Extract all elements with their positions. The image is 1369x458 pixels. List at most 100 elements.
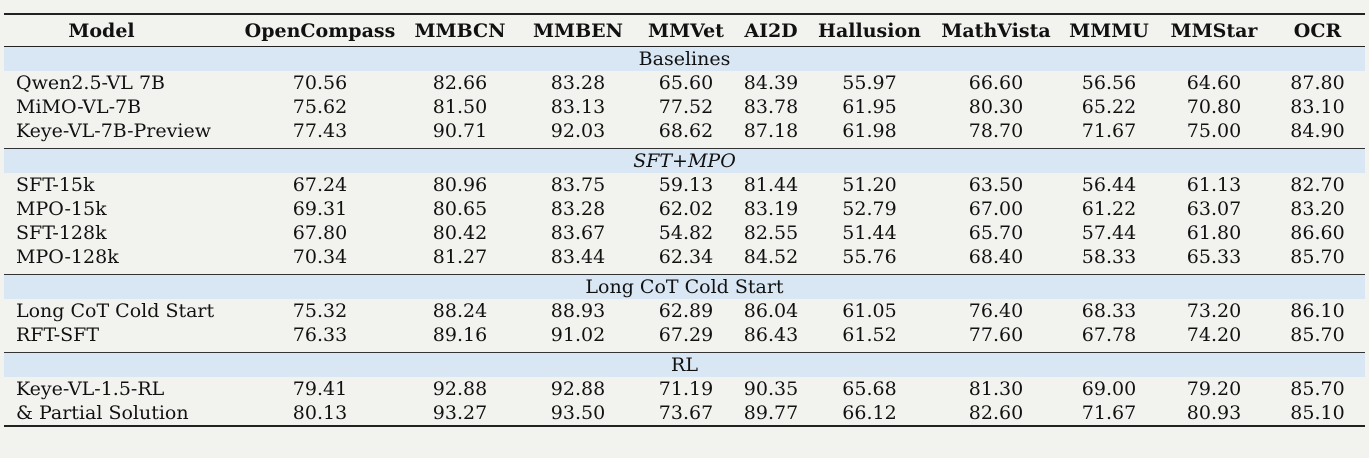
- score-cell: 65.70: [968, 222, 1024, 244]
- score-cell: 89.16: [432, 324, 488, 346]
- score-cell: 85.70: [1290, 324, 1345, 346]
- section-spacer: [4, 269, 1365, 275]
- section-title: Long CoT Cold Start: [4, 274, 1365, 299]
- score-cell: 61.95: [842, 96, 897, 118]
- score-cell: 58.33: [1081, 246, 1137, 268]
- section-header-row: Baselines: [4, 46, 1365, 71]
- score-cell: 86.60: [1290, 222, 1345, 244]
- section-header-row: RL: [4, 352, 1365, 377]
- score-cell: 80.30: [968, 96, 1024, 118]
- table-row: MiMO-VL-7B 75.62 81.50 83.13 77.52 83.78 61.95…: [4, 95, 1365, 119]
- score-cell: 56.56: [1081, 72, 1137, 94]
- score-cell: 61.22: [1081, 198, 1137, 220]
- score-cell: 77.43: [292, 120, 348, 142]
- score-cell: 75.32: [292, 300, 348, 322]
- score-cell: 85.10: [1270, 401, 1365, 427]
- score-cell: 65.68: [842, 378, 897, 400]
- score-cell: 62.02: [658, 198, 714, 220]
- score-cell: 70.80: [1186, 96, 1242, 118]
- score-cell: 63.50: [968, 174, 1024, 196]
- score-cell: 71.19: [658, 378, 714, 400]
- section-title: Baselines: [4, 46, 1365, 71]
- score-cell: 51.20: [842, 174, 897, 196]
- score-cell: 79.20: [1186, 378, 1242, 400]
- table-row: SFT-15k 67.24 80.96 83.75 59.13 81.44 51.20 63.…: [4, 173, 1365, 197]
- model-name-cell: Long CoT Cold Start: [16, 300, 215, 322]
- score-cell: 83.28: [550, 198, 606, 220]
- score-cell: 83.13: [550, 96, 606, 118]
- score-cell: 80.13: [239, 401, 401, 427]
- score-cell: 55.76: [842, 246, 897, 268]
- model-name-cell: MPO-15k: [16, 198, 107, 220]
- score-cell: 69.00: [1081, 378, 1137, 400]
- table-row: Keye-VL-1.5-RL 79.41 92.88 92.88 71.19 90.35 6…: [4, 377, 1365, 401]
- score-cell: 83.10: [1290, 96, 1345, 118]
- model-name-cell: Keye-VL-1.5-RL: [16, 378, 165, 400]
- score-cell: 82.70: [1290, 174, 1345, 196]
- score-cell: 93.27: [401, 401, 519, 427]
- table-row: Long CoT Cold Start 75.32 88.24 88.93 62.89 8…: [4, 299, 1365, 323]
- table-row: SFT-128k 67.80 80.42 83.67 54.82 82.55 51.44 65…: [4, 221, 1365, 245]
- column-header-ocr: OCR: [1270, 13, 1365, 47]
- column-header-hallusion: Hallusion: [807, 13, 932, 47]
- table-row: Keye-VL-7B-Preview 77.43 90.71 92.03 68.62 87…: [4, 119, 1365, 143]
- score-cell: 86.43: [743, 324, 799, 346]
- score-cell: 61.98: [842, 120, 897, 142]
- score-cell: 93.50: [519, 401, 637, 427]
- score-cell: 81.27: [432, 246, 488, 268]
- column-header-mmmu: MMMU: [1060, 13, 1158, 47]
- score-cell: 71.67: [1060, 401, 1158, 427]
- model-name-cell: SFT-15k: [16, 174, 95, 196]
- model-name-cell: Keye-VL-7B-Preview: [16, 120, 211, 142]
- score-cell: 70.56: [292, 72, 348, 94]
- score-cell: 76.33: [292, 324, 348, 346]
- score-cell: 61.13: [1186, 174, 1242, 196]
- score-cell: 83.28: [550, 72, 606, 94]
- score-cell: 92.03: [550, 120, 606, 142]
- score-cell: 70.34: [292, 246, 348, 268]
- score-cell: 83.78: [743, 96, 799, 118]
- score-cell: 85.70: [1290, 378, 1345, 400]
- score-cell: 67.24: [292, 174, 348, 196]
- score-cell: 80.96: [432, 174, 488, 196]
- score-cell: 86.10: [1290, 300, 1345, 322]
- column-header-ai2d: AI2D: [735, 13, 807, 47]
- score-cell: 65.22: [1081, 96, 1137, 118]
- model-name-cell: & Partial Solution: [4, 401, 239, 427]
- score-cell: 68.40: [968, 246, 1024, 268]
- table-body: Baselines Qwen2.5-VL 7B 70.56 82.66 83.28 65.…: [4, 46, 1365, 427]
- score-cell: 61.05: [842, 300, 897, 322]
- score-cell: 80.93: [1158, 401, 1270, 427]
- score-cell: 73.20: [1186, 300, 1242, 322]
- score-cell: 88.93: [550, 300, 606, 322]
- score-cell: 54.82: [658, 222, 714, 244]
- score-cell: 51.44: [842, 222, 897, 244]
- score-cell: 77.60: [968, 324, 1024, 346]
- score-cell: 86.04: [743, 300, 799, 322]
- column-header-mmstar: MMStar: [1158, 13, 1270, 47]
- score-cell: 69.31: [292, 198, 348, 220]
- score-cell: 82.60: [932, 401, 1060, 427]
- section-header-row: Long CoT Cold Start: [4, 274, 1365, 299]
- score-cell: 90.35: [743, 378, 799, 400]
- model-name-cell: SFT-128k: [16, 222, 107, 244]
- score-cell: 74.20: [1186, 324, 1242, 346]
- score-cell: 67.78: [1081, 324, 1137, 346]
- section-header-row: SFT+MPO: [4, 148, 1365, 173]
- score-cell: 75.62: [292, 96, 348, 118]
- score-cell: 85.70: [1290, 246, 1345, 268]
- score-cell: 83.44: [550, 246, 606, 268]
- score-cell: 84.39: [743, 72, 799, 94]
- table-row: Qwen2.5-VL 7B 70.56 82.66 83.28 65.60 84.39 55…: [4, 71, 1365, 95]
- score-cell: 84.90: [1290, 120, 1345, 142]
- table-row: RFT-SFT 76.33 89.16 91.02 67.29 86.43 61.52 77.…: [4, 323, 1365, 347]
- score-cell: 80.65: [432, 198, 488, 220]
- table-row: & Partial Solution 80.13 93.27 93.50 73.67 89…: [4, 401, 1365, 427]
- score-cell: 82.66: [432, 72, 488, 94]
- score-cell: 78.70: [968, 120, 1024, 142]
- score-cell: 52.79: [842, 198, 897, 220]
- score-cell: 61.80: [1186, 222, 1242, 244]
- score-cell: 80.42: [432, 222, 488, 244]
- model-name-cell: Qwen2.5-VL 7B: [16, 72, 166, 94]
- score-cell: 83.19: [743, 198, 799, 220]
